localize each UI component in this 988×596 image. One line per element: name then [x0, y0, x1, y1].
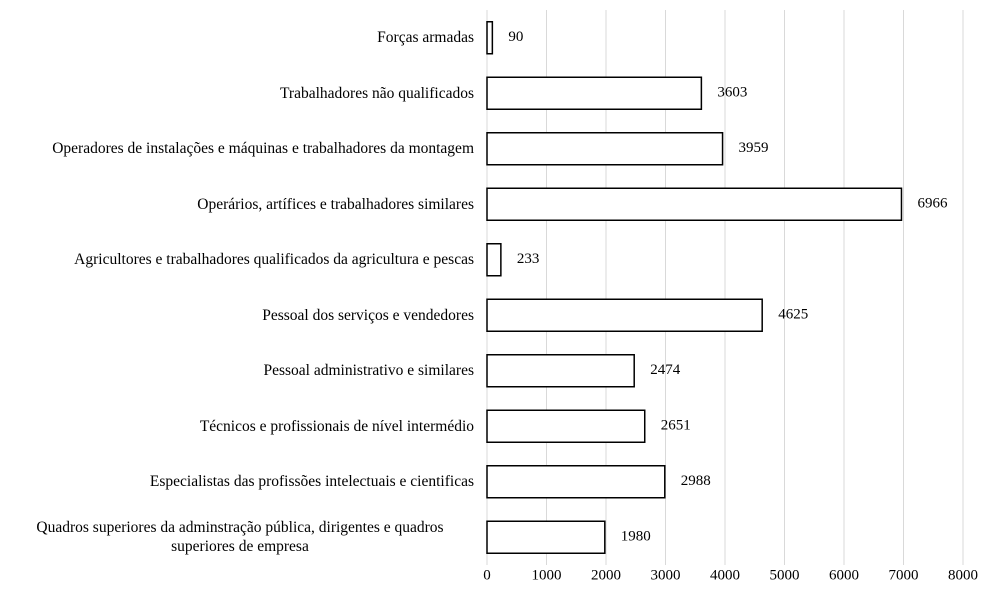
x-tick-label: 8000 — [948, 567, 978, 583]
y-tick-label: Trabalhadores não qualificados — [280, 84, 474, 102]
x-tick-label: 3000 — [651, 567, 681, 583]
bar — [486, 409, 646, 443]
x-tick-label: 5000 — [770, 567, 800, 583]
bar — [486, 132, 724, 166]
data-label: 2651 — [661, 418, 691, 434]
data-label: 2474 — [650, 362, 681, 378]
y-tick-label: Pessoal dos serviços e vendedores — [262, 306, 474, 324]
data-label: 3959 — [739, 140, 769, 156]
category-label-box: Quadros superiores da adminstração públi… — [6, 510, 474, 566]
x-tick-label: 7000 — [889, 567, 919, 583]
y-tick-label: Pessoal administrativo e similares — [263, 362, 474, 380]
y-tick-label: Especialistas das profissões intelectuai… — [149, 473, 474, 491]
data-label: 6966 — [917, 196, 948, 212]
x-tick-label: 2000 — [591, 567, 621, 583]
x-tick-label: 1000 — [532, 567, 562, 583]
category-label-box: Pessoal administrativo e similares — [6, 343, 474, 399]
category-label-box: Agricultores e trabalhadores qualificado… — [6, 232, 474, 288]
y-tick-label: Operadores de instalações e máquinas e t… — [52, 140, 474, 158]
x-tick-label: 6000 — [829, 567, 859, 583]
bar — [486, 21, 494, 55]
category-label-box: Pessoal dos serviços e vendedores — [6, 288, 474, 344]
y-tick-label: Quadros superiores da adminstração públi… — [36, 519, 444, 556]
data-label: 233 — [517, 251, 540, 267]
category-label-box: Trabalhadores não qualificados — [6, 66, 474, 122]
category-label-box: Técnicos e profissionais de nível interm… — [6, 399, 474, 455]
bar — [486, 520, 606, 554]
y-tick-label: Agricultores e trabalhadores qualificado… — [74, 251, 474, 269]
data-label: 1980 — [621, 529, 651, 545]
bar — [486, 465, 666, 499]
bar — [486, 354, 635, 388]
category-label-box: Operários, artífices e trabalhadores sim… — [6, 177, 474, 233]
bar — [486, 298, 763, 332]
category-label-box: Especialistas das profissões intelectuai… — [6, 454, 474, 510]
data-label: 4625 — [778, 307, 808, 323]
y-tick-label: Técnicos e profissionais de nível interm… — [199, 417, 474, 435]
category-label-box: Operadores de instalações e máquinas e t… — [6, 121, 474, 177]
y-tick-label: Operários, artífices e trabalhadores sim… — [197, 195, 474, 213]
data-label: 3603 — [717, 85, 747, 101]
x-tick-label: 0 — [483, 567, 491, 583]
category-label-box: Forças armadas — [6, 10, 474, 66]
bar — [486, 187, 903, 221]
bar — [486, 76, 703, 110]
bar — [486, 243, 502, 277]
data-label: 2988 — [681, 473, 711, 489]
data-label: 90 — [508, 29, 523, 45]
x-tick-label: 4000 — [710, 567, 740, 583]
y-tick-label: Forças armadas — [377, 29, 474, 47]
